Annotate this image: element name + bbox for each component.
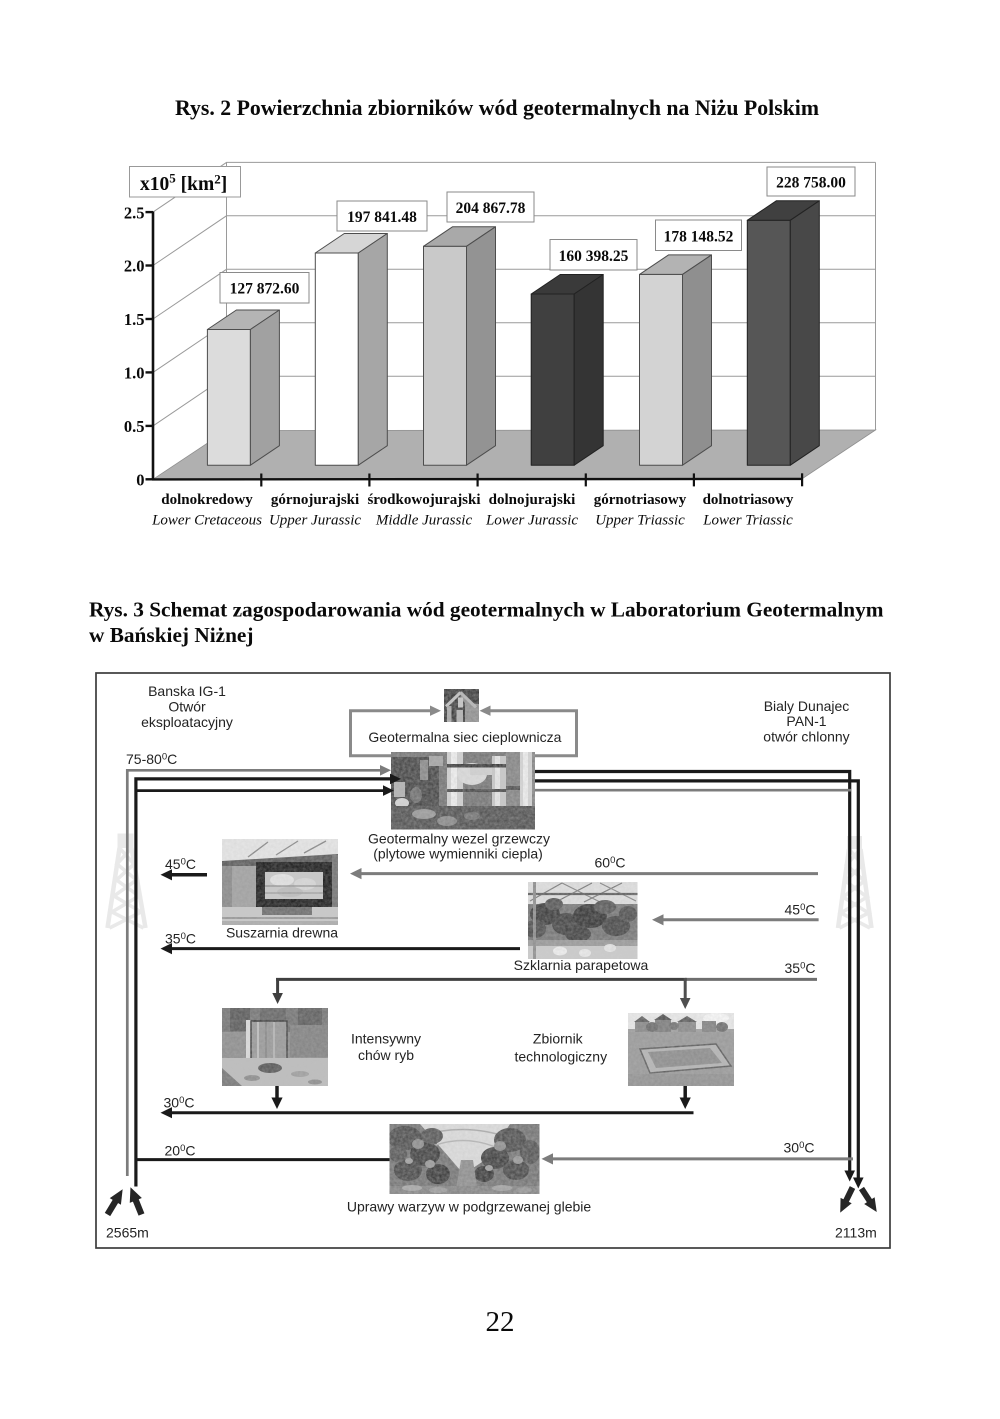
svg-text:eksploatacyjny: eksploatacyjny (141, 714, 233, 730)
svg-text:Upper Triassic: Upper Triassic (595, 513, 685, 529)
svg-text:otwór chlonny: otwór chlonny (763, 729, 849, 745)
svg-text:górnojurajski: górnojurajski (271, 492, 359, 508)
svg-text:Lower Triassic: Lower Triassic (702, 513, 793, 529)
svg-text:Rys. 3 Schemat zagospodarowani: Rys. 3 Schemat zagospodarowania wód geot… (89, 598, 884, 622)
svg-text:x105 [km2]: x105 [km2] (140, 171, 227, 196)
svg-text:PAN-1: PAN-1 (786, 713, 826, 729)
svg-text:Lower Cretaceous: Lower Cretaceous (151, 513, 262, 529)
svg-text:350C: 350C (785, 960, 816, 976)
svg-text:2113m: 2113m (835, 1225, 877, 1241)
svg-text:dolnokredowy: dolnokredowy (161, 492, 253, 508)
svg-text:środkowojurajski: środkowojurajski (367, 492, 480, 508)
svg-text:Uprawy warzyw w podgrzewanej g: Uprawy warzyw w podgrzewanej glebie (347, 1199, 592, 1215)
svg-text:2565m: 2565m (106, 1225, 149, 1241)
svg-text:300C: 300C (784, 1140, 815, 1156)
svg-text:22: 22 (486, 1306, 515, 1338)
svg-text:2.0: 2.0 (124, 257, 145, 276)
svg-text:204 867.78: 204 867.78 (456, 200, 526, 217)
svg-text:0.5: 0.5 (124, 417, 145, 436)
svg-text:(plytowe wymienniki ciepla): (plytowe wymienniki ciepla) (373, 846, 543, 862)
svg-text:dolnotriasowy: dolnotriasowy (703, 492, 794, 508)
svg-text:1.0: 1.0 (124, 364, 145, 383)
svg-text:chów ryb: chów ryb (358, 1047, 414, 1063)
svg-text:Geotermalny wezel grzewczy: Geotermalny wezel grzewczy (368, 831, 550, 847)
svg-text:Upper Jurassic: Upper Jurassic (269, 513, 361, 529)
svg-text:Middle Jurassic: Middle Jurassic (375, 513, 473, 529)
svg-text:1.5: 1.5 (124, 310, 145, 329)
svg-text:Geotermalna siec cieplownicza: Geotermalna siec cieplownicza (368, 729, 561, 745)
svg-text:127 872.60: 127 872.60 (230, 281, 300, 298)
svg-text:178 148.52: 178 148.52 (664, 229, 734, 246)
svg-text:450C: 450C (785, 902, 816, 918)
svg-text:450C: 450C (165, 856, 196, 872)
svg-text:160 398.25: 160 398.25 (559, 248, 629, 265)
svg-text:350C: 350C (165, 931, 196, 947)
svg-text:Bialy Dunajec: Bialy Dunajec (764, 698, 850, 714)
svg-text:600C: 600C (595, 855, 626, 871)
svg-text:0: 0 (136, 471, 144, 490)
svg-text:197 841.48: 197 841.48 (347, 209, 417, 226)
svg-text:Otwór: Otwór (168, 699, 206, 715)
svg-text:w Bańskiej Niżnej: w Bańskiej Niżnej (89, 623, 253, 647)
svg-text:technologiczny: technologiczny (514, 1049, 607, 1065)
svg-text:górnotriasowy: górnotriasowy (594, 492, 687, 508)
svg-text:Zbiornik: Zbiornik (533, 1031, 584, 1047)
svg-text:Szklarnia parapetowa: Szklarnia parapetowa (514, 957, 649, 973)
svg-text:dolnojurajski: dolnojurajski (489, 492, 576, 508)
svg-text:Suszarnia drewna: Suszarnia drewna (226, 925, 338, 941)
svg-text:2.5: 2.5 (124, 203, 145, 222)
svg-text:Lower Jurassic: Lower Jurassic (485, 513, 578, 529)
svg-text:75-800C: 75-800C (126, 751, 177, 767)
svg-text:Rys. 2 Powierzchnia zbiorników: Rys. 2 Powierzchnia zbiorników wód geote… (175, 96, 819, 120)
svg-text:Banska IG-1: Banska IG-1 (148, 683, 226, 699)
svg-text:200C: 200C (165, 1143, 196, 1159)
svg-text:300C: 300C (164, 1095, 195, 1111)
svg-text:Intensywny: Intensywny (351, 1031, 421, 1047)
svg-text:228 758.00: 228 758.00 (776, 175, 846, 192)
